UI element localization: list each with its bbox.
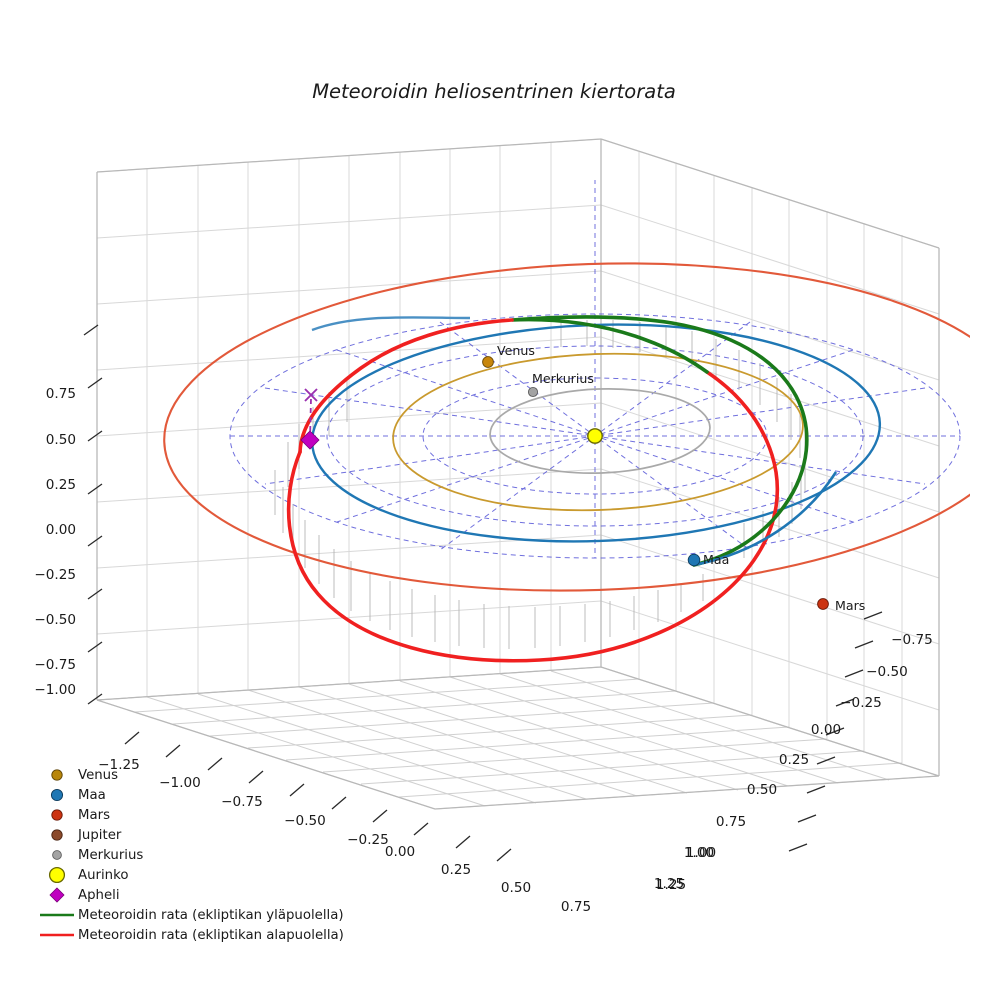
x-tick-6: 0.25 bbox=[441, 862, 471, 878]
orbit-maa-overlay bbox=[311, 316, 838, 567]
y-axis: −0.75 −0.50 −0.25 0.00 0.25 0.50 0.75 1.… bbox=[654, 611, 933, 892]
z-tick-5: −0.50 bbox=[34, 612, 76, 628]
y-tick-5: 0.50 bbox=[747, 782, 777, 798]
legend-item-maa[interactable]: Maa bbox=[50, 788, 106, 803]
legend-item-meteoroid-below[interactable]: Meteoroidin rata (ekliptikan alapuolella… bbox=[40, 928, 344, 943]
grid-wall-left bbox=[96, 138, 602, 701]
legend-item-apheli[interactable]: Apheli bbox=[49, 887, 120, 903]
mars-marker bbox=[817, 598, 829, 610]
legend-label-aurinko: Aurinko bbox=[78, 868, 128, 883]
apheli-diamond-marker bbox=[300, 430, 320, 450]
apheli-stem bbox=[309, 397, 312, 441]
legend-label-meteoroid-above: Meteoroidin rata (ekliptikan yläpuolella… bbox=[78, 908, 344, 923]
y-tick-8: 1.25 bbox=[654, 876, 684, 892]
x-tick-9: 1.00 bbox=[686, 845, 716, 861]
drop-lines bbox=[274, 320, 806, 649]
legend: Venus Maa Mars Jupiter Merkurius Aurinko bbox=[40, 768, 344, 943]
planet-labels: Venus Merkurius Maa Mars bbox=[497, 343, 865, 613]
legend-label-mars: Mars bbox=[78, 808, 110, 823]
maa-marker bbox=[687, 553, 701, 567]
aurinko-icon bbox=[48, 866, 66, 884]
legend-item-meteoroid-above[interactable]: Meteoroidin rata (ekliptikan yläpuolella… bbox=[40, 908, 344, 923]
axes-spines bbox=[96, 138, 940, 810]
grid-wall-right bbox=[600, 138, 940, 777]
legend-label-apheli: Apheli bbox=[78, 888, 120, 903]
y-tick-0: −0.75 bbox=[891, 632, 933, 648]
y-tick-2: −0.25 bbox=[840, 695, 882, 711]
y-tick-4: 0.25 bbox=[779, 752, 809, 768]
x-tick-2: −0.75 bbox=[221, 794, 263, 810]
x-tick-1: −1.00 bbox=[159, 775, 201, 791]
meteoroid-orbit-below-ecliptic bbox=[286, 370, 780, 663]
legend-item-merkurius[interactable]: Merkurius bbox=[52, 848, 144, 863]
legend-item-mars[interactable]: Mars bbox=[51, 808, 110, 823]
x-tick-5: 0.00 bbox=[385, 844, 415, 860]
z-tick-4: −0.25 bbox=[34, 567, 76, 583]
meteoroid-orbit-above-ecliptic bbox=[511, 315, 809, 567]
z-tick-1: 0.50 bbox=[46, 432, 76, 448]
z-tick-0: 0.75 bbox=[46, 386, 76, 402]
z-tick-6: −0.75 bbox=[34, 657, 76, 673]
z-tick-marks bbox=[83, 324, 103, 705]
x-tick-10: 1.25 bbox=[656, 877, 686, 893]
page-title: Meteoroidin heliosentrinen kiertorata bbox=[312, 80, 676, 103]
venus-marker bbox=[482, 356, 494, 368]
venus-icon bbox=[51, 769, 63, 781]
y-tick-6: 0.75 bbox=[716, 814, 746, 830]
x-tick-8: 0.75 bbox=[561, 899, 591, 915]
legend-label-merkurius: Merkurius bbox=[78, 848, 143, 863]
x-tick-marks bbox=[124, 731, 512, 862]
grid-floor bbox=[96, 666, 940, 810]
z-tick-3: 0.00 bbox=[46, 522, 76, 538]
z-tick-2: 0.25 bbox=[46, 477, 76, 493]
meteoroid-orbit-below-ecliptic-2 bbox=[298, 318, 514, 454]
legend-label-maa: Maa bbox=[78, 788, 106, 803]
z-tick-7: −1.00 bbox=[34, 682, 76, 698]
x-tick-7: 0.50 bbox=[501, 880, 531, 896]
y-tick-7: 1.00 bbox=[684, 845, 714, 861]
mars-icon bbox=[51, 809, 63, 821]
polar-grid bbox=[229, 180, 961, 559]
x-tick-0: −1.25 bbox=[98, 757, 140, 773]
legend-label-jupiter: Jupiter bbox=[77, 828, 122, 843]
jupiter-icon bbox=[51, 829, 63, 841]
meteoroid-orbit bbox=[286, 315, 809, 663]
legend-item-aurinko[interactable]: Aurinko bbox=[48, 866, 129, 884]
y-tick-1: −0.50 bbox=[866, 664, 908, 680]
label-maa: Maa bbox=[703, 552, 729, 567]
z-axis: 0.75 0.50 0.25 0.00 −0.25 −0.50 −0.75 −1… bbox=[34, 324, 103, 705]
orbit-venus bbox=[392, 352, 804, 512]
axes-panes bbox=[96, 138, 940, 810]
label-merkurius: Merkurius bbox=[532, 371, 594, 386]
merkurius-marker bbox=[527, 386, 539, 398]
planet-markers bbox=[482, 356, 829, 610]
apheli-icon bbox=[49, 887, 65, 903]
orbit-merkurius bbox=[489, 388, 711, 474]
planet-orbits bbox=[163, 262, 970, 592]
maa-icon bbox=[50, 788, 64, 802]
y-tick-marks bbox=[788, 611, 883, 852]
x-axis: −1.25 −1.00 −0.75 −0.50 −0.25 0.00 0.25 … bbox=[98, 731, 716, 915]
legend-item-jupiter[interactable]: Jupiter bbox=[51, 828, 122, 843]
legend-label-venus: Venus bbox=[78, 768, 118, 783]
x-tick-3: −0.50 bbox=[284, 813, 326, 829]
aurinko-marker bbox=[587, 428, 603, 444]
apheli-group bbox=[300, 388, 320, 450]
apheli-x-icon bbox=[304, 388, 318, 402]
orbit-mars bbox=[163, 262, 970, 592]
legend-label-meteoroid-below: Meteoroidin rata (ekliptikan alapuolella… bbox=[78, 928, 344, 943]
legend-item-venus[interactable]: Venus bbox=[51, 768, 118, 783]
merkurius-icon bbox=[52, 850, 62, 860]
label-venus: Venus bbox=[497, 343, 535, 358]
y-tick-3: 0.00 bbox=[811, 722, 841, 738]
x-tick-4: −0.25 bbox=[347, 832, 389, 848]
label-mars: Mars bbox=[835, 598, 865, 613]
